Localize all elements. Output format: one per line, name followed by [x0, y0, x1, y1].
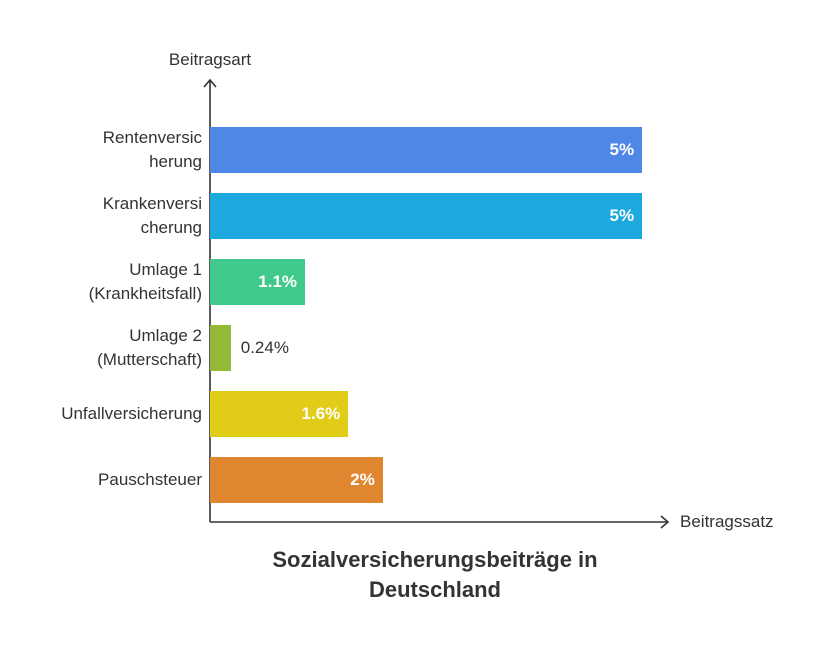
- bar: [210, 457, 383, 503]
- y-axis-label: Beitragsart: [168, 50, 252, 69]
- bar: [210, 325, 231, 371]
- value-label: 1.6%: [301, 404, 341, 423]
- value-label: 1.1%: [258, 272, 298, 291]
- value-label: 5%: [609, 140, 635, 159]
- bar: [210, 259, 306, 305]
- bar: [210, 127, 643, 173]
- category-label: Pauschsteuer: [98, 470, 202, 489]
- x-axis-label: Beitragssatz: [680, 512, 774, 531]
- y-axis-arrow: [203, 78, 217, 88]
- chart-title: Sozialversicherungsbeiträge in Deutschla…: [272, 547, 598, 602]
- x-axis-arrow: [660, 515, 670, 529]
- category-label: Umlage 2 (Mutterschaft): [97, 326, 202, 369]
- category-label: Rentenversic herung: [102, 128, 202, 171]
- category-label: Unfallversicherung: [61, 404, 202, 423]
- value-label: 5%: [609, 206, 635, 225]
- bar: [210, 391, 349, 437]
- bar: [210, 193, 643, 239]
- value-label: 0.24%: [240, 338, 289, 357]
- category-label: Umlage 1 (Krankheitsfall): [88, 260, 202, 303]
- category-label: Krankenversi cherung: [102, 194, 202, 237]
- value-label: 2%: [350, 470, 375, 489]
